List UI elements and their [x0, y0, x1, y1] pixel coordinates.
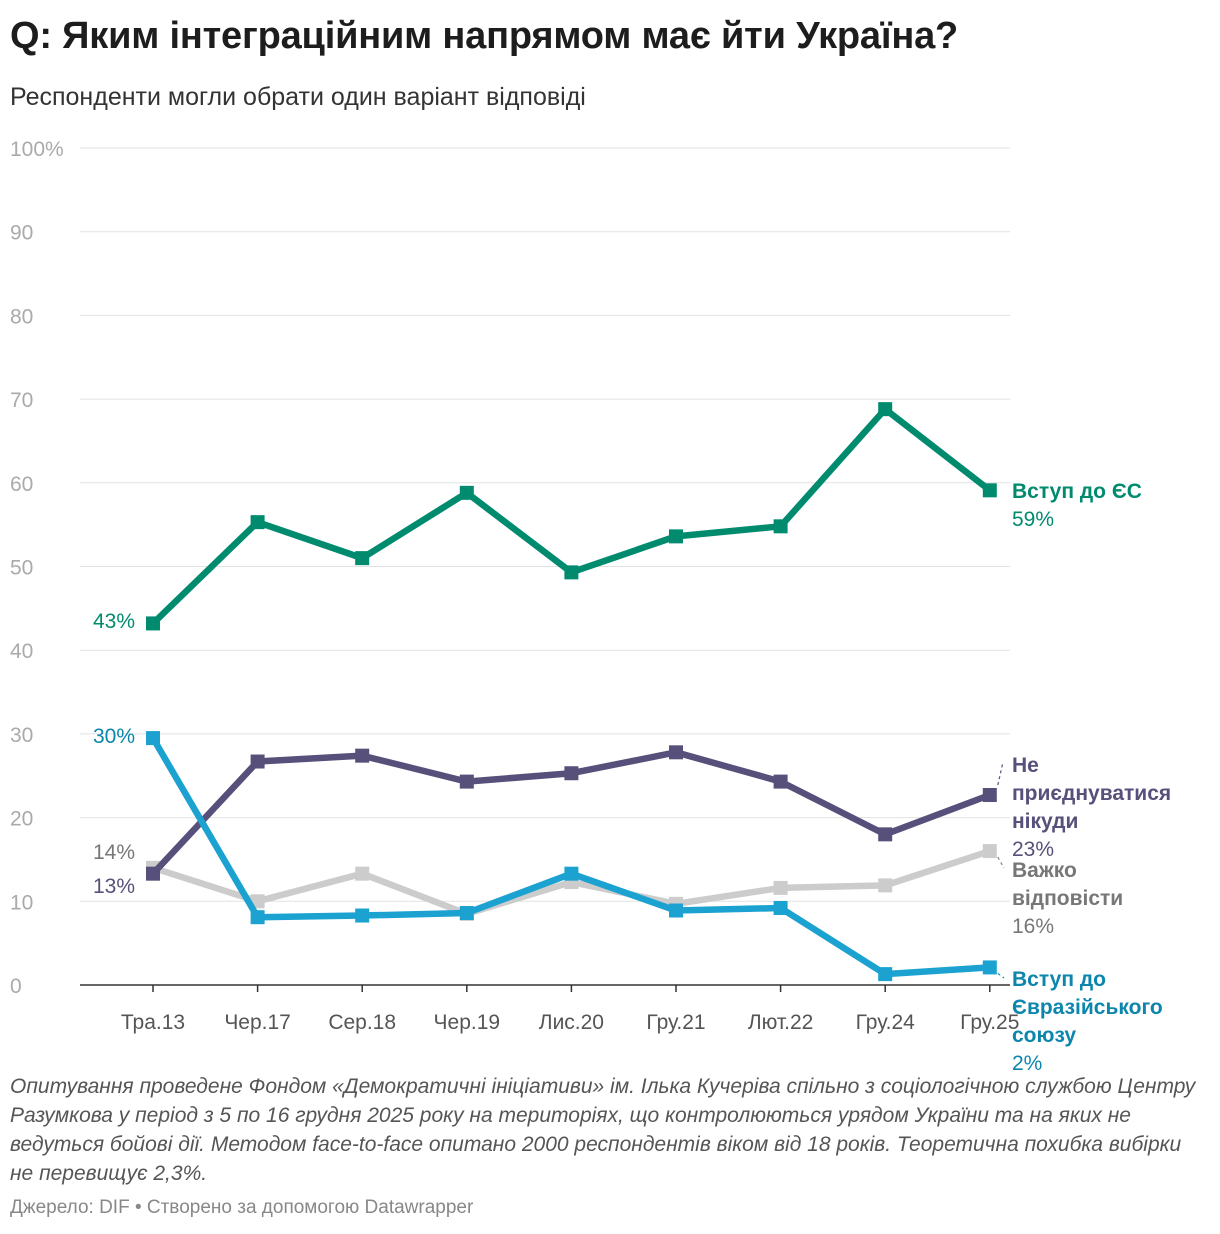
y-tick-label: 90	[10, 222, 33, 245]
start-value-label: 43%	[93, 610, 135, 633]
data-point-marker	[459, 485, 474, 500]
line-chart: 0 10 20 30 40 50 60 70 80 90 100% Тра.13 Чер.17 Сер.1…	[10, 138, 1171, 1070]
x-tick-label: Тра.13	[121, 1011, 185, 1034]
end-value-label: 16%	[1012, 915, 1054, 938]
data-point-marker	[878, 967, 893, 982]
x-tick-label: Чер.19	[434, 1011, 501, 1034]
start-value-label: 13%	[93, 875, 135, 898]
data-point-marker	[146, 866, 160, 881]
data-point-marker	[250, 910, 265, 925]
x-tick-label: Лис.20	[539, 1011, 604, 1034]
data-point-marker	[773, 519, 788, 534]
series-line	[149, 405, 994, 627]
x-tick-label: Гру.21	[646, 1011, 705, 1034]
data-point-marker	[355, 748, 370, 763]
data-point-marker	[669, 903, 683, 918]
y-tick-label: 70	[10, 389, 33, 412]
data-point-marker	[355, 551, 370, 566]
data-point-marker	[146, 616, 160, 631]
source-credit: Джерело: DIF • Створено за допомогою Dat…	[10, 1197, 474, 1218]
label-connector	[997, 761, 1004, 786]
y-tick-label: 20	[10, 808, 33, 831]
end-value-label: 59%	[1012, 508, 1054, 531]
label-connector	[997, 856, 1005, 869]
series-name-label: Не	[1012, 754, 1039, 777]
data-point-marker	[982, 788, 997, 803]
data-point-marker	[878, 827, 893, 842]
label-connector	[997, 972, 1005, 979]
x-tick-label: Сер.18	[328, 1011, 396, 1034]
series-name-label: відповісти	[1012, 887, 1123, 910]
series-name-label: нікуди	[1012, 810, 1078, 833]
data-point-marker	[982, 483, 997, 498]
y-tick-label: 50	[10, 557, 33, 580]
data-point-marker	[459, 774, 474, 789]
y-tick-label: 100%	[10, 138, 64, 161]
data-point-marker	[459, 906, 474, 921]
data-point-marker	[982, 960, 997, 975]
series-name-label: союзу	[1012, 1024, 1076, 1047]
end-value-label: 23%	[1012, 838, 1054, 861]
data-point-marker	[564, 866, 579, 881]
data-point-marker	[878, 878, 893, 893]
end-value-label: 2%	[1012, 1052, 1042, 1070]
x-tick-label: Лют.22	[748, 1011, 814, 1034]
data-point-marker	[564, 565, 579, 580]
x-tick-label: Гру.25	[960, 1011, 1019, 1034]
chart-subtitle: Респонденти могли обрати один варіант ві…	[10, 83, 586, 111]
chart-title: Q: Яким інтеграційним напрямом має йти У…	[10, 15, 959, 57]
data-point-marker	[250, 754, 265, 769]
x-tick-label: Чер.17	[224, 1011, 291, 1034]
data-point-marker	[878, 402, 893, 417]
start-value-label: 14%	[93, 841, 135, 864]
data-point-marker	[982, 844, 997, 859]
data-point-marker	[146, 731, 160, 746]
y-tick-label: 10	[10, 891, 33, 914]
series-name-label: Вступ до	[1012, 968, 1106, 991]
data-point-marker	[773, 774, 788, 789]
y-tick-label: 0	[10, 975, 22, 998]
series-name-label: Євразійського	[1012, 996, 1163, 1019]
y-tick-label: 40	[10, 640, 33, 663]
x-tick-label: Гру.24	[856, 1011, 916, 1034]
data-point-marker	[355, 866, 370, 881]
y-tick-label: 60	[10, 473, 33, 496]
series-name-label: Вступ до ЄС	[1012, 480, 1142, 503]
series-name-label: приєднуватися	[1012, 782, 1171, 805]
methodology-note: Опитування проведене Фондом «Демократичн…	[10, 1075, 1196, 1185]
y-tick-label: 30	[10, 724, 33, 747]
data-point-marker	[250, 515, 265, 530]
series-name-label: Важко	[1012, 859, 1077, 882]
data-point-marker	[669, 745, 683, 760]
start-value-label: 30%	[93, 725, 135, 748]
data-point-marker	[564, 766, 579, 781]
data-point-marker	[355, 908, 370, 923]
data-point-marker	[773, 900, 788, 915]
data-point-marker	[773, 880, 788, 895]
data-point-marker	[669, 529, 683, 544]
y-tick-label: 80	[10, 305, 33, 328]
